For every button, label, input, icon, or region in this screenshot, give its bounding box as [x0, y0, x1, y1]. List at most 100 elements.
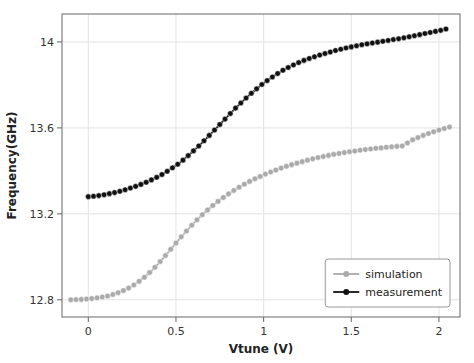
point — [126, 285, 132, 291]
point — [291, 62, 297, 68]
grid-line — [62, 127, 460, 128]
point — [405, 140, 411, 146]
y-tick-label: 12.8 — [30, 294, 55, 307]
point — [96, 193, 102, 199]
point — [363, 147, 369, 153]
point — [89, 296, 95, 302]
point — [394, 144, 400, 150]
point — [273, 167, 279, 173]
point — [348, 44, 354, 50]
point — [333, 48, 339, 54]
point — [178, 234, 184, 240]
point — [280, 68, 286, 74]
point — [310, 156, 316, 162]
point — [247, 179, 253, 185]
point — [270, 74, 276, 80]
x-tick — [175, 317, 176, 322]
point — [264, 78, 270, 84]
x-tick-label: 0 — [85, 325, 92, 338]
point — [364, 41, 370, 47]
point — [159, 172, 165, 178]
point — [257, 174, 263, 180]
chart: 00.511.5212.813.213.614Vtune (V)Frequenc… — [0, 0, 474, 363]
legend-box — [325, 259, 450, 307]
legend-marker — [343, 271, 349, 277]
point — [136, 279, 142, 285]
point — [173, 240, 179, 246]
point — [249, 90, 255, 96]
point — [212, 127, 218, 133]
point — [138, 182, 144, 188]
point — [238, 100, 244, 106]
point — [438, 28, 444, 34]
point — [380, 38, 386, 44]
point — [210, 203, 216, 209]
point — [441, 126, 447, 132]
point — [168, 247, 174, 253]
point — [268, 169, 274, 175]
point — [91, 193, 97, 199]
point — [175, 161, 181, 167]
point — [391, 37, 397, 43]
point — [336, 151, 342, 157]
point — [68, 297, 74, 303]
point — [189, 222, 195, 228]
grid — [62, 14, 460, 317]
x-axis-label: Vtune (V) — [229, 342, 294, 356]
point — [320, 154, 326, 160]
y-tick — [57, 41, 62, 42]
y-tick-label: 13.2 — [30, 208, 55, 221]
point — [385, 38, 391, 44]
point — [338, 46, 344, 52]
y-tick — [57, 299, 62, 300]
point — [317, 52, 323, 58]
point — [206, 133, 212, 139]
point — [396, 36, 402, 42]
point — [420, 133, 426, 139]
point — [252, 176, 258, 182]
point — [259, 82, 265, 88]
series-line — [88, 29, 446, 197]
point — [299, 159, 305, 165]
point — [401, 35, 407, 41]
point — [447, 124, 453, 130]
point — [84, 296, 90, 302]
point — [315, 155, 321, 161]
point — [194, 217, 200, 223]
plot-background — [62, 14, 460, 317]
point — [327, 49, 333, 55]
series-line — [71, 127, 450, 300]
x-tick — [438, 317, 439, 322]
point — [378, 145, 384, 151]
axes: 00.511.5212.813.213.614 — [30, 36, 443, 338]
point — [236, 184, 242, 190]
point — [85, 194, 91, 200]
point — [233, 105, 239, 111]
point — [370, 40, 376, 46]
legend: simulation measurement — [325, 259, 450, 307]
point — [185, 153, 191, 159]
point — [128, 185, 134, 191]
y-tick-label: 14 — [40, 36, 54, 49]
grid-line — [62, 213, 460, 214]
point — [375, 39, 381, 45]
point — [228, 111, 234, 117]
point — [306, 56, 312, 62]
x-tick — [351, 317, 352, 322]
legend-label: measurement — [365, 286, 442, 299]
point — [399, 143, 405, 149]
point — [326, 153, 332, 159]
point — [112, 190, 118, 196]
point — [347, 149, 353, 155]
point — [415, 135, 421, 141]
point — [199, 212, 205, 218]
point — [101, 192, 107, 198]
point — [254, 86, 260, 92]
point — [352, 148, 358, 154]
legend-label: simulation — [365, 268, 422, 281]
point — [331, 152, 337, 158]
point — [217, 122, 223, 128]
grid-line — [88, 14, 89, 317]
y-axis-label: Frequency(GHz) — [5, 111, 19, 219]
point — [289, 162, 295, 168]
